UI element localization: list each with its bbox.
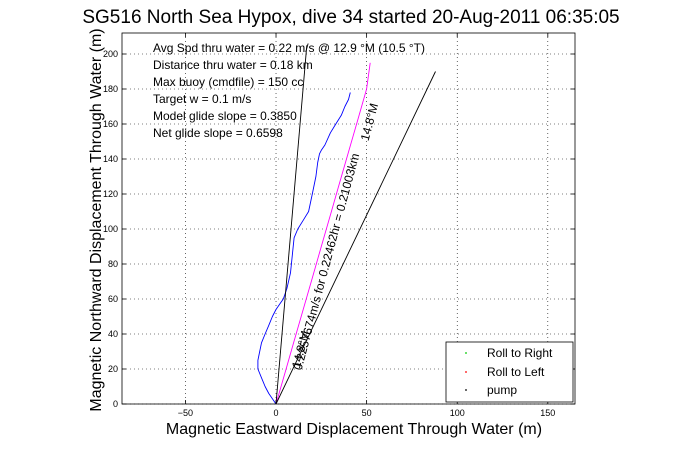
legend-label-pump: pump — [487, 383, 517, 397]
y-tick-label: 200 — [103, 49, 118, 59]
y-tick-label: 180 — [103, 84, 118, 94]
y-tick-label: 120 — [103, 189, 118, 199]
y-tick-label: 80 — [108, 259, 118, 269]
y-tick-label: 20 — [108, 364, 118, 374]
series-group — [257, 45, 436, 405]
legend-label-roll-right: Roll to Right — [487, 346, 553, 360]
y-tick-label: 60 — [108, 294, 118, 304]
legend-label-roll-left: Roll to Left — [487, 365, 545, 379]
series-line-1 — [257, 92, 351, 405]
legend: Roll to Right Roll to Left pump — [445, 341, 574, 403]
annotation-line-3: Max buoy (cmdfile) = 150 cc — [153, 75, 303, 89]
series-line-2 — [275, 62, 371, 405]
plot-frame — [121, 32, 576, 405]
annotation-line-1: Avg Spd thru water = 0.22 m/s @ 12.9 °M … — [153, 41, 425, 55]
annotation-line-4: Target w = 0.1 m/s — [153, 92, 251, 106]
annotation-line-6: Net glide slope = 0.6598 — [153, 126, 283, 140]
x-tick-label: −50 — [178, 408, 193, 418]
y-axis-label: Magnetic Northward Displacement Through … — [88, 28, 105, 411]
legend-marker-roll-right — [465, 352, 467, 354]
legend-marker-pump — [465, 389, 467, 391]
x-axis-label: Magnetic Eastward Displacement Through W… — [166, 421, 542, 438]
series-line-4 — [275, 71, 436, 405]
annotation-line-2: Distance thru water = 0.18 km — [153, 58, 313, 72]
chart-title: SG516 North Sea Hypox, dive 34 started 2… — [82, 7, 619, 28]
x-tick-label: 100 — [450, 408, 465, 418]
y-tick-label: 40 — [108, 329, 118, 339]
x-tick-label: 50 — [362, 408, 372, 418]
y-tick-label: 160 — [103, 119, 118, 129]
annotation-line-5: Model glide slope = 0.3850 — [153, 109, 297, 123]
x-tick-label: 0 — [274, 408, 279, 418]
axis-ticks: −50 0 50 100 150 0 20 40 60 80 100 120 140 160 180 200 — [103, 33, 575, 418]
y-tick-label: 100 — [103, 224, 118, 234]
legend-marker-roll-left — [465, 371, 467, 373]
y-tick-label: 0 — [113, 399, 118, 409]
y-tick-label: 140 — [103, 154, 118, 164]
x-tick-label: 150 — [540, 408, 555, 418]
legend-box — [445, 341, 574, 403]
annotation-block: Avg Spd thru water = 0.22 m/s @ 12.9 °M … — [153, 41, 425, 140]
series-line-3 — [275, 45, 308, 405]
